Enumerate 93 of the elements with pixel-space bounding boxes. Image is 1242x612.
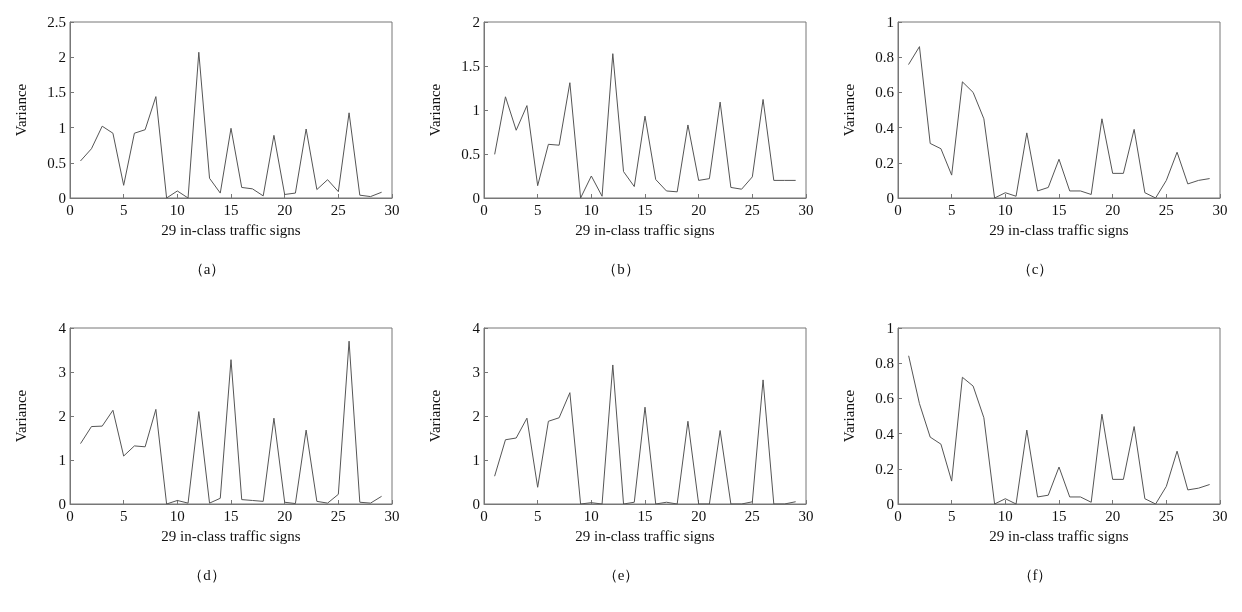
y-axis-title: Variance — [840, 389, 857, 443]
y-tick-label: 1 — [58, 119, 66, 136]
x-tick-label: 25 — [330, 507, 346, 524]
x-tick-label: 20 — [1105, 507, 1121, 524]
y-tick-label: 1 — [58, 452, 66, 468]
x-tick-label: 30 — [798, 507, 814, 524]
x-axis-title: 29 in-class traffic signs — [989, 527, 1129, 544]
x-tick-label: 20 — [277, 201, 293, 218]
y-tick-label: 0.8 — [875, 355, 894, 372]
y-tick-label: 2 — [58, 408, 66, 424]
x-tick-label: 30 — [1212, 201, 1228, 218]
x-tick-label: 5 — [533, 507, 542, 524]
y-tick-label: 3 — [58, 364, 66, 380]
y-tick-label: 0.5 — [461, 146, 480, 162]
x-tick-label: 5 — [533, 201, 542, 218]
x-tick-label: 15 — [637, 507, 653, 524]
x-tick-label: 30 — [384, 507, 400, 524]
y-axis-title: Variance — [426, 389, 443, 443]
x-tick-label: 15 — [1051, 507, 1067, 524]
y-tick-label: 0.6 — [875, 390, 895, 407]
x-tick-label: 30 — [798, 201, 814, 218]
y-tick-label: 1 — [886, 320, 894, 336]
y-tick-label: 2.5 — [47, 14, 66, 30]
x-tick-label: 25 — [744, 507, 760, 524]
y-tick-label: 2 — [472, 14, 480, 30]
x-tick-label: 15 — [637, 201, 653, 218]
y-tick-label: 2 — [58, 49, 66, 66]
x-tick-label: 25 — [1158, 507, 1174, 524]
y-axis-title: Variance — [426, 83, 443, 137]
y-tick-label: 0.5 — [47, 154, 66, 171]
text: （a） — [188, 260, 226, 277]
x-tick-label: 25 — [1158, 201, 1174, 218]
y-tick-label: 4 — [58, 320, 67, 336]
line-series — [80, 340, 382, 505]
text: （b） — [602, 260, 640, 277]
y-tick-label: 0 — [58, 496, 66, 512]
text: （e） — [602, 566, 640, 583]
x-axis-title: 29 in-class traffic signs — [989, 221, 1129, 238]
y-tick-label: 0.2 — [875, 460, 894, 477]
x-tick-label: 5 — [119, 507, 128, 524]
x-tick-label: 5 — [947, 201, 956, 218]
x-tick-label: 20 — [691, 201, 707, 218]
x-tick-label: 10 — [169, 201, 185, 218]
x-tick-label: 15 — [1051, 201, 1067, 218]
y-axis-title: Variance — [840, 83, 857, 137]
x-tick-label: 5 — [119, 201, 128, 218]
x-tick-label: 20 — [691, 507, 707, 524]
y-tick-label: 2 — [472, 408, 480, 424]
y-tick-label: 0 — [886, 496, 894, 512]
x-tick-label: 5 — [947, 507, 956, 524]
y-tick-label: 1 — [472, 452, 480, 468]
x-tick-label: 30 — [1212, 507, 1228, 524]
y-tick-label: 0.6 — [875, 84, 895, 101]
x-tick-label: 10 — [997, 507, 1013, 524]
line-series — [494, 364, 796, 505]
y-axis-title: Variance — [12, 389, 29, 443]
line-series — [80, 51, 382, 199]
y-tick-label: 4 — [472, 320, 481, 336]
y-tick-label: 0.8 — [875, 49, 894, 66]
line-series — [494, 53, 796, 199]
y-axis-title: Variance — [12, 83, 29, 137]
x-tick-label: 25 — [744, 201, 760, 218]
line-series — [908, 355, 1210, 505]
x-tick-label: 10 — [169, 507, 185, 524]
x-axis-title: 29 in-class traffic signs — [575, 221, 715, 238]
y-tick-label: 1.5 — [461, 58, 480, 74]
y-tick-label: 0 — [472, 190, 480, 206]
line-series — [908, 46, 1210, 199]
x-tick-label: 10 — [997, 201, 1013, 218]
y-tick-label: 0 — [58, 190, 66, 206]
y-tick-label: 0 — [886, 190, 894, 206]
y-tick-label: 1 — [886, 14, 894, 30]
x-axis-title: 29 in-class traffic signs — [161, 527, 301, 544]
x-axis-title: 29 in-class traffic signs — [161, 221, 301, 238]
y-tick-label: 0.4 — [875, 119, 895, 136]
x-tick-label: 20 — [277, 507, 293, 524]
y-tick-label: 3 — [472, 364, 480, 380]
x-tick-label: 15 — [223, 507, 239, 524]
y-tick-label: 0 — [472, 496, 480, 512]
x-tick-label: 30 — [384, 201, 400, 218]
x-tick-label: 10 — [583, 507, 599, 524]
x-tick-label: 20 — [1105, 201, 1121, 218]
y-tick-label: 1.5 — [47, 84, 66, 101]
text: （d） — [188, 566, 226, 583]
y-tick-label: 1 — [472, 102, 480, 118]
x-tick-label: 15 — [223, 201, 239, 218]
text: （f） — [1017, 566, 1053, 583]
x-axis-title: 29 in-class traffic signs — [575, 527, 715, 544]
y-tick-label: 0.4 — [875, 425, 895, 442]
y-tick-label: 0.2 — [875, 154, 894, 171]
x-tick-label: 10 — [583, 201, 599, 218]
x-tick-label: 25 — [330, 201, 346, 218]
text: （c） — [1016, 260, 1054, 277]
